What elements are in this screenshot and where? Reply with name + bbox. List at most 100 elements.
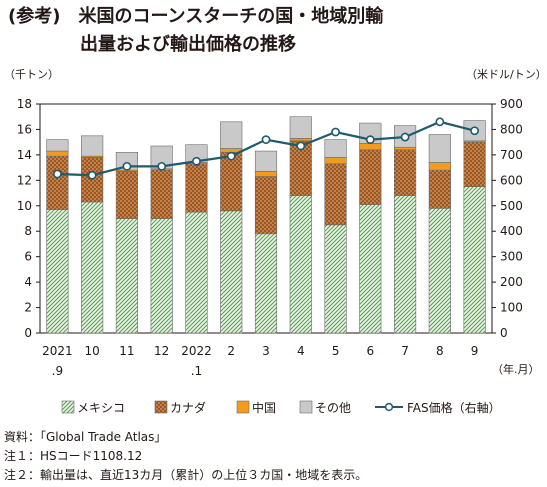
- fas-price-line: [52, 117, 480, 180]
- x-tick-label: 3: [262, 344, 270, 358]
- bar-segment: [428, 169, 451, 209]
- right-tick-label: 600: [500, 173, 523, 187]
- left-tick-label: 2: [24, 301, 32, 315]
- bar-segment: [393, 149, 417, 196]
- legend-swatch: [299, 400, 313, 414]
- right-tick-label: 100: [500, 301, 523, 315]
- left-tick-label: 8: [24, 224, 32, 238]
- bar-segment: [463, 141, 486, 187]
- bar-segment: [428, 162, 451, 171]
- price-point: [296, 141, 306, 151]
- x-tick-label: 12: [154, 344, 169, 358]
- right-tick-label: 0: [500, 326, 508, 340]
- x-tick-label: 9: [471, 344, 479, 358]
- price-point: [470, 126, 480, 136]
- bar-segment: [46, 155, 69, 210]
- bar-segment: [324, 157, 347, 165]
- bar-segment: [463, 186, 486, 334]
- price-point: [331, 127, 340, 137]
- x-tick-label: 11: [119, 344, 134, 358]
- bar-segment: [185, 211, 208, 334]
- bar-segment: [324, 163, 347, 226]
- x-tick-label: 2: [227, 344, 235, 358]
- right-tick-label: 500: [500, 199, 523, 213]
- bar-segment: [254, 150, 278, 172]
- price-point: [87, 170, 97, 180]
- left-tick-label: 12: [17, 173, 32, 187]
- bar-segment: [289, 138, 312, 142]
- legend-line-marker: [384, 402, 394, 412]
- bar-segment: [254, 233, 278, 334]
- bar-segment: [150, 169, 173, 219]
- left-tick-label: 16: [17, 122, 32, 136]
- stacked-bars: [46, 116, 486, 334]
- x-tick-label: 2022.1: [181, 344, 212, 378]
- bar-segment: [115, 171, 139, 219]
- right-tick-label: 200: [500, 275, 523, 289]
- right-tick-label: 700: [500, 148, 523, 162]
- legend-label: その他: [315, 401, 351, 415]
- axis-labels: 0 2 4 6 8 10 12 14 16 18 0 100 200 300 400 500 600 700 800…: [17, 97, 523, 378]
- bar-segment: [150, 218, 173, 334]
- x-tick-label: 4: [297, 344, 305, 358]
- right-tick-label: 900: [500, 97, 523, 111]
- legend-label: カナダ: [170, 400, 206, 415]
- x-tick-label: 8: [436, 344, 444, 358]
- bar-segment: [220, 152, 243, 212]
- chart-title-line-2: 出量および輸出価格の推移: [8, 34, 296, 55]
- bar-segment: [185, 163, 208, 213]
- bar-segment: [289, 116, 312, 139]
- x-tick-label: 10: [85, 344, 100, 358]
- legend: メキシコ カナダ 中国 その他 FAS価格（右軸）: [61, 400, 501, 415]
- volume-note: 注２：輸出量は、直近13カ月（累計）の上位３カ国・地域を表示。: [4, 468, 368, 482]
- x-tick-label: 2021.9: [42, 344, 73, 378]
- bar-segment: [359, 149, 382, 205]
- bar-segment: [324, 224, 347, 334]
- bar-segment: [81, 201, 104, 334]
- left-tick-label: 18: [17, 97, 32, 111]
- x-tick-label: 7: [401, 344, 409, 358]
- legend-label: メキシコ: [77, 401, 125, 415]
- bar-segment: [220, 210, 243, 334]
- left-tick-label: 0: [24, 326, 32, 340]
- bar-segment: [254, 176, 278, 235]
- bar-segment: [81, 157, 104, 203]
- legend-swatch: [61, 400, 75, 414]
- x-tick-label: 6: [366, 344, 374, 358]
- right-tick-label: 300: [500, 250, 523, 264]
- price-point: [122, 161, 132, 171]
- x-axis-unit: （年.月）: [492, 362, 540, 376]
- chart-title-line-1: (参考) 米国のコーンスターチの国・地域別輸: [8, 6, 384, 27]
- bar-segment: [220, 121, 243, 149]
- left-tick-label: 4: [24, 275, 32, 289]
- left-axis-unit: （千トン）: [4, 68, 59, 81]
- price-point: [157, 161, 167, 171]
- bar-segment: [115, 218, 139, 334]
- right-tick-label: 800: [500, 122, 523, 136]
- bar-segment: [393, 146, 417, 151]
- price-point: [52, 169, 62, 179]
- bar-segment: [428, 208, 451, 334]
- bar-segment: [46, 209, 69, 334]
- legend-swatch: [154, 400, 168, 414]
- x-tick-label: 5: [332, 344, 340, 358]
- price-point: [435, 117, 445, 127]
- bar-segment: [46, 150, 69, 157]
- hs-code-note: 注１：HSコード1108.12: [4, 449, 143, 463]
- legend-swatch: [236, 400, 250, 414]
- bar-segment: [428, 134, 451, 163]
- legend-label: 中国: [252, 400, 276, 415]
- legend-label: FAS価格（右軸）: [407, 400, 501, 415]
- bar-segment: [359, 204, 382, 334]
- left-tick-label: 14: [17, 148, 32, 162]
- left-tick-label: 6: [24, 250, 32, 264]
- right-axis-unit: （米ドル/トン）: [466, 68, 547, 81]
- bar-segment: [46, 139, 69, 152]
- bar-segment: [359, 143, 382, 151]
- bar-segment: [289, 195, 312, 334]
- price-point: [261, 135, 271, 145]
- price-point: [400, 132, 410, 142]
- bar-segment: [393, 195, 417, 334]
- right-tick-label: 400: [500, 224, 523, 238]
